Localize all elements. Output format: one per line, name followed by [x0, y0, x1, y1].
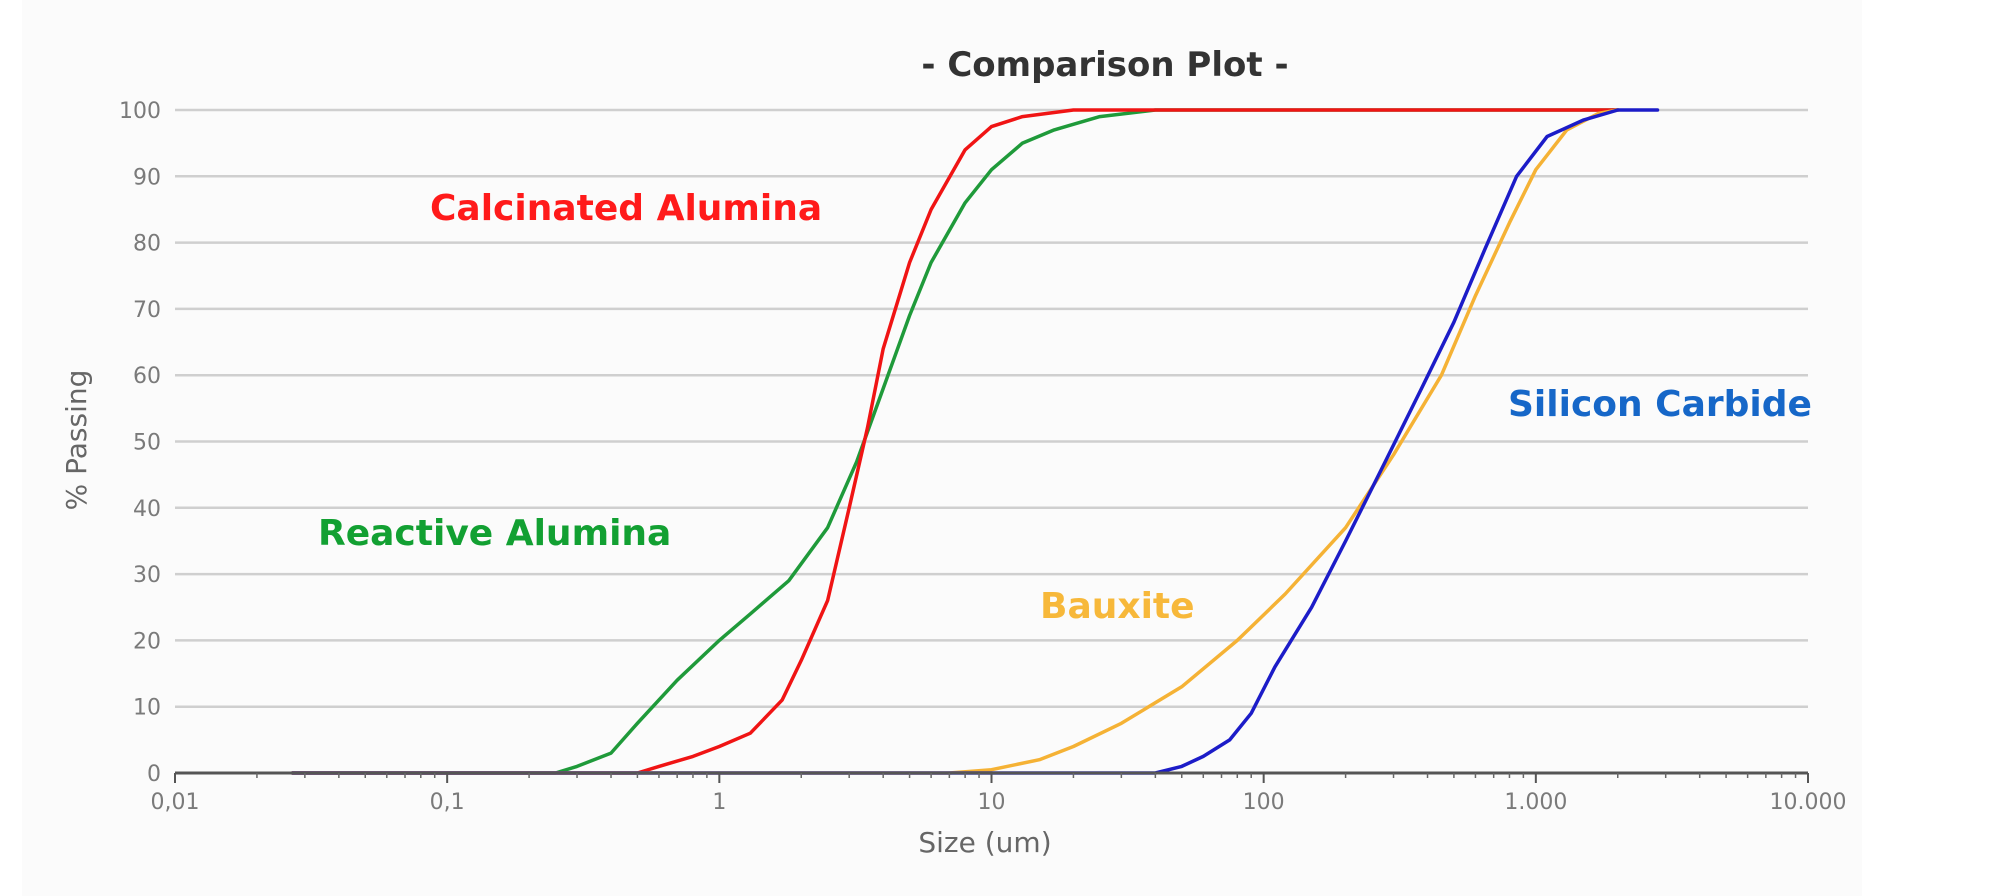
y-tick-label: 80	[133, 232, 161, 257]
series-line-calcinated-alumina	[290, 108, 1620, 775]
series-line-reactive-alumina	[290, 108, 1620, 775]
x-axis-label: Size (um)	[918, 826, 1051, 859]
y-axis-label: % Passing	[60, 370, 93, 511]
x-tick-label: 0,01	[151, 790, 200, 815]
chart-title: - Comparison Plot -	[921, 45, 1288, 85]
chart-panel	[22, 0, 1862, 896]
series-line-silicon-carbide	[290, 108, 1660, 775]
x-tick-label: 0,1	[430, 790, 465, 815]
y-tick-label: 10	[133, 696, 161, 721]
y-tick-label: 50	[133, 431, 161, 456]
series-line-bauxite	[290, 108, 1620, 775]
annotation-calcinated-alumina: Calcinated Alumina	[430, 188, 822, 229]
y-tick-label: 60	[133, 364, 161, 389]
x-tick-label: 10.000	[1770, 790, 1847, 815]
y-tick-label: 0	[147, 762, 161, 787]
y-tick-label: 90	[133, 165, 161, 190]
y-tick-label: 30	[133, 563, 161, 588]
y-tick-label: 100	[119, 99, 161, 124]
y-tick-label: 70	[133, 298, 161, 323]
y-tick-label: 20	[133, 629, 161, 654]
y-tick-label: 40	[133, 497, 161, 522]
annotation-reactive-alumina: Reactive Alumina	[318, 513, 671, 554]
x-tick-label: 1.000	[1504, 790, 1567, 815]
annotation-bauxite: Bauxite	[1040, 586, 1195, 627]
x-tick-label: 100	[1243, 790, 1285, 815]
series-layer	[290, 108, 1660, 775]
axis-layer: 0 10 20 30 40 50 60 70 80 90 100 0,01 0,1 1 10 100 1.000…	[119, 99, 1846, 815]
x-tick-label: 1	[712, 790, 726, 815]
x-tick-label: 10	[978, 790, 1006, 815]
annotation-silicon-carbide: Silicon Carbide	[1508, 384, 1812, 425]
